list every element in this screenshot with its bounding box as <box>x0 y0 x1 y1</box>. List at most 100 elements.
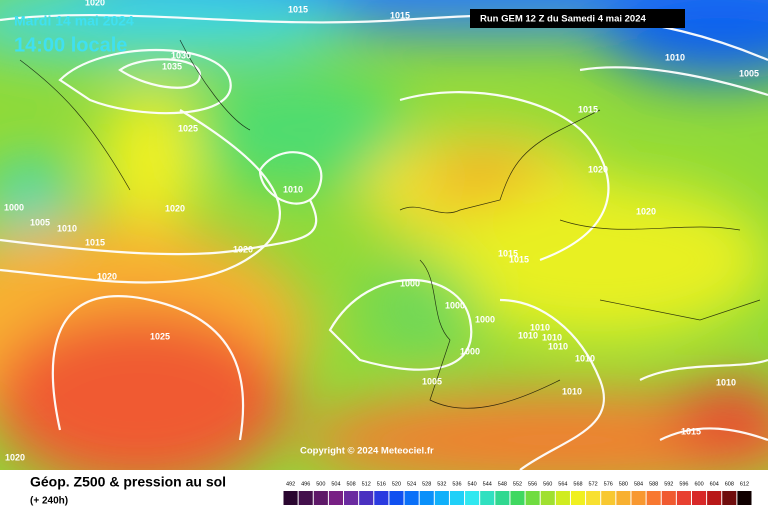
scale-tick-label: 608 <box>725 481 734 487</box>
scale-swatch <box>404 491 419 505</box>
scale-tick-label: 496 <box>301 481 310 487</box>
scale-tick-label: 524 <box>407 481 416 487</box>
scale-tick-label: 556 <box>528 481 537 487</box>
scale-tick-label: 528 <box>422 481 431 487</box>
isobar-label: 1000 <box>445 300 465 310</box>
isobar-label: 1015 <box>498 248 518 258</box>
isobar-label: 1000 <box>400 278 420 288</box>
scale-swatch <box>570 491 586 505</box>
scale-tick-label: 504 <box>331 481 340 487</box>
isobar-label: 1010 <box>562 386 582 396</box>
scale-swatch <box>344 491 359 505</box>
scale-swatch <box>434 491 449 505</box>
isobar-label: 1020 <box>97 271 117 281</box>
scale-tick-label: 600 <box>694 481 703 487</box>
map-date: Mardi 14 mai 2024 <box>14 13 134 29</box>
scale-tick-label: 572 <box>589 481 598 487</box>
scale-swatch <box>661 491 676 505</box>
scale-tick-label: 536 <box>452 481 461 487</box>
scale-swatch <box>601 491 616 505</box>
scale-tick-label: 580 <box>619 481 628 487</box>
isobar-label: 1005 <box>739 68 759 78</box>
isobar-label: 1000 <box>475 314 495 324</box>
scale-swatch <box>525 491 540 505</box>
run-info: Run GEM 12 Z du Samedi 4 mai 2024 <box>480 14 646 25</box>
scale-tick-label: 512 <box>362 481 371 487</box>
isobar-label: 1020 <box>165 203 185 213</box>
isobar-label: 1015 <box>390 10 410 20</box>
scale-swatch <box>691 491 707 505</box>
scale-swatch <box>283 491 298 505</box>
isobar-label: 1035 <box>162 61 182 71</box>
scale-tick-label: 548 <box>498 481 507 487</box>
scale-tick-label: 564 <box>558 481 567 487</box>
isobar-label: 1015 <box>578 104 598 114</box>
isobar-label: 1020 <box>233 244 253 254</box>
isobar-label: 1010 <box>575 353 595 363</box>
isobar-label: 1020 <box>5 452 25 462</box>
scale-swatch <box>737 491 752 505</box>
isobar-label: 1005 <box>30 217 50 227</box>
scale-swatch <box>374 491 389 505</box>
scale-swatch <box>298 491 313 505</box>
footer-lead: (+ 240h) <box>30 496 68 507</box>
scale-swatch <box>465 491 480 505</box>
scale-swatch <box>586 491 601 505</box>
color-scale: 492 496 500 504 508 512 516 520 524 528 532 536 540 5… <box>283 481 752 505</box>
scale-tick-label: 576 <box>604 481 613 487</box>
scale-swatch <box>359 491 374 505</box>
isobar-label: 1010 <box>716 377 736 387</box>
scale-swatch <box>495 491 510 505</box>
scale-swatch <box>540 491 555 505</box>
isobar-label: 1000 <box>460 346 480 356</box>
footer-title: Géop. Z500 & pression au sol <box>30 474 226 490</box>
scale-swatch <box>676 491 691 505</box>
scale-tick-label: 560 <box>543 481 552 487</box>
isobar-label: 1025 <box>150 331 170 341</box>
isobar-label: 1010 <box>542 332 562 342</box>
scale-swatch <box>328 491 344 505</box>
isobar-label: 1020 <box>588 164 608 174</box>
scale-tick-label: 520 <box>392 481 401 487</box>
scale-swatch <box>419 491 434 505</box>
scale-tick-label: 540 <box>468 481 477 487</box>
scale-tick-label: 592 <box>664 481 673 487</box>
scale-swatch <box>722 491 737 505</box>
isobar-label: 1010 <box>57 223 77 233</box>
scale-tick-label: 584 <box>634 481 643 487</box>
map-background <box>0 0 768 470</box>
scale-swatch <box>389 491 404 505</box>
scale-tick-label: 552 <box>513 481 522 487</box>
scale-tick-label: 532 <box>437 481 446 487</box>
scale-tick-label: 544 <box>483 481 492 487</box>
scale-swatch <box>646 491 661 505</box>
isobar-label: 1010 <box>530 322 550 332</box>
scale-swatch <box>480 491 495 505</box>
isobar-label: 1015 <box>681 426 701 436</box>
isobar-label: 1015 <box>85 237 105 247</box>
isobar-label: 1010 <box>548 341 568 351</box>
scale-tick-label: 588 <box>649 481 658 487</box>
scale-tick-label: 604 <box>710 481 719 487</box>
scale-tick-label: 516 <box>377 481 386 487</box>
scale-swatch <box>449 491 465 505</box>
scale-tick-label: 612 <box>740 481 749 487</box>
map-time: 14:00 locale <box>14 34 127 56</box>
scale-swatch <box>616 491 631 505</box>
isobar-label: 1005 <box>422 376 442 386</box>
scale-swatch <box>313 491 328 505</box>
isobar-label: 1010 <box>518 330 538 340</box>
scale-swatch <box>510 491 525 505</box>
scale-swatch <box>631 491 646 505</box>
isobar-label: 1010 <box>283 184 303 194</box>
scale-tick-label: 596 <box>679 481 688 487</box>
isobar-label: 1000 <box>4 202 24 212</box>
scale-tick-label: 500 <box>316 481 325 487</box>
scale-tick-label: 568 <box>573 481 582 487</box>
isobar-label: 1020 <box>85 0 105 7</box>
scale-swatch <box>707 491 722 505</box>
isobar-label: 1025 <box>178 123 198 133</box>
run-box <box>470 9 685 28</box>
isobar-labels: 1020101510151030103510251010100010051010… <box>4 0 759 462</box>
